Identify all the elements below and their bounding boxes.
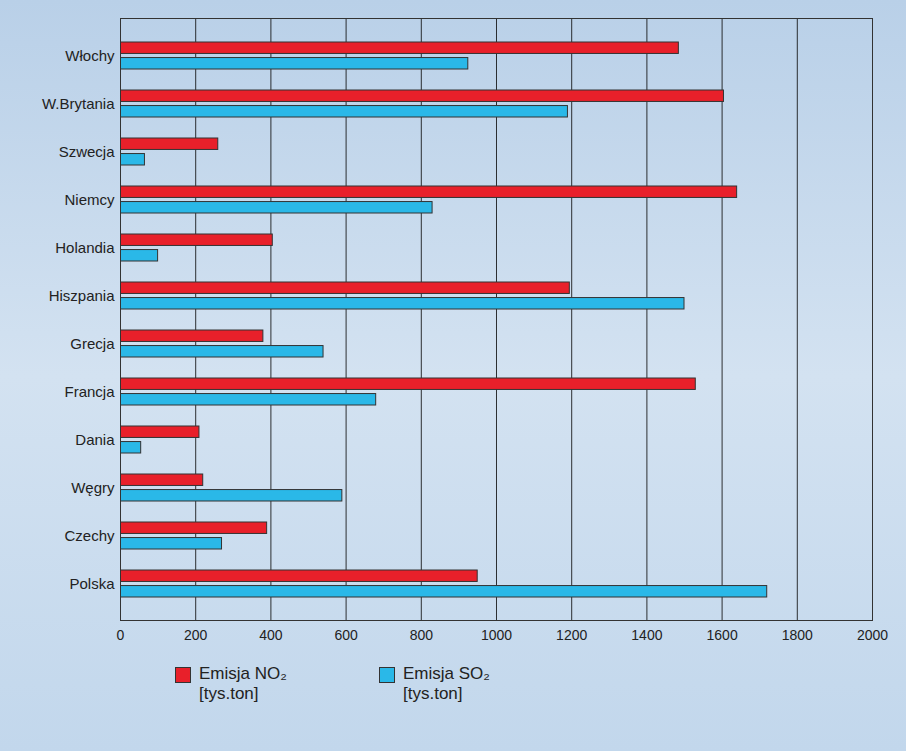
html-text:Emisja SO₂ [tys.ton]: Emisja SO₂ [tys.ton] [403, 664, 490, 703]
svg-text:Holandia: Holandia [55, 239, 115, 256]
svg-text:0: 0 [117, 627, 125, 643]
svg-text:1400: 1400 [631, 627, 662, 643]
svg-text:1200: 1200 [556, 627, 587, 643]
svg-text:200: 200 [184, 627, 208, 643]
svg-text:1000: 1000 [481, 627, 512, 643]
svg-text:800: 800 [410, 627, 434, 643]
svg-text:W.Brytania: W.Brytania [42, 95, 115, 112]
svg-text:Francja: Francja [64, 383, 115, 400]
svg-text:Czechy: Czechy [64, 527, 115, 544]
svg-text:600: 600 [334, 627, 358, 643]
svg-text:Szwecja: Szwecja [59, 143, 116, 160]
svg-text:Niemcy: Niemcy [64, 191, 115, 208]
svg-text:1800: 1800 [782, 627, 813, 643]
svg-text:Włochy: Włochy [65, 47, 115, 64]
svg-text:1600: 1600 [707, 627, 738, 643]
svg-text:Grecja: Grecja [70, 335, 115, 352]
html-text:Emisja NO₂ [tys.ton]: Emisja NO₂ [tys.ton] [199, 664, 287, 703]
svg-text:400: 400 [259, 627, 283, 643]
svg-text:Polska: Polska [69, 575, 115, 592]
svg-text:Hiszpania: Hiszpania [49, 287, 116, 304]
svg-text:Dania: Dania [75, 431, 115, 448]
svg-text:2000: 2000 [857, 627, 888, 643]
svg-text:Węgry: Węgry [71, 479, 115, 496]
